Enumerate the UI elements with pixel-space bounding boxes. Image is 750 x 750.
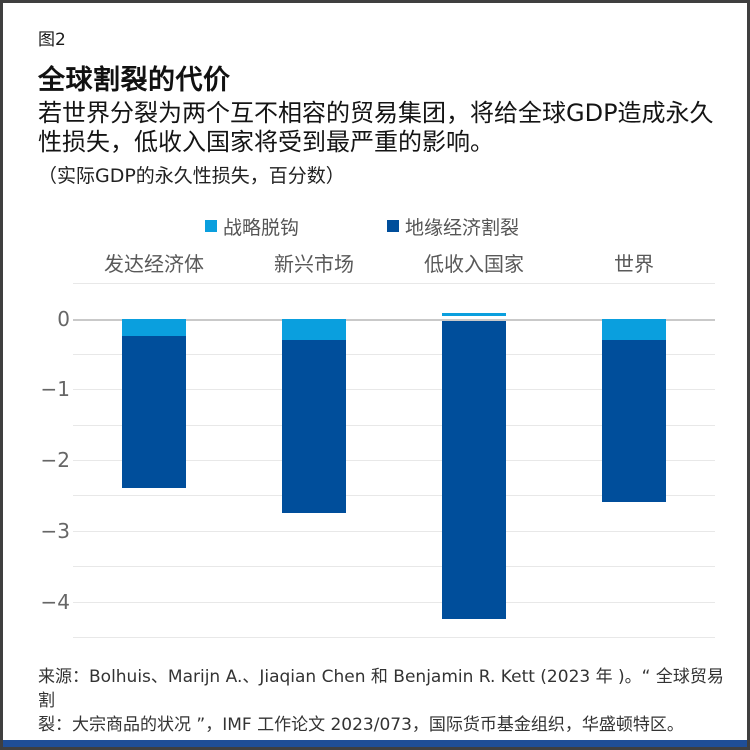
source-line-1: 来源：Bolhuis、Marijn A.、Jiaqian Chen 和 Benj… <box>38 667 724 711</box>
gridline <box>73 566 715 567</box>
bar-segment-fragmentation <box>602 339 666 503</box>
gridline <box>73 283 715 284</box>
gridline <box>73 531 715 532</box>
bar-segment-decoupling <box>122 318 186 337</box>
bar-segment-fragmentation <box>442 320 506 620</box>
y-axis-tick-label: −4 <box>40 590 70 614</box>
category-label: 低收入国家 <box>424 252 524 276</box>
bar-chart-plot-area: 0 −1 −2 −3 −4 发达经济体 新兴市场 低收入国家 世界 <box>3 3 747 747</box>
decoupling-swatch-icon <box>205 220 217 232</box>
bar-segment-decoupling <box>442 312 506 317</box>
y-axis-tick-label: −1 <box>40 377 70 401</box>
gridline <box>73 495 715 496</box>
y-axis-tick-label: −2 <box>40 448 70 472</box>
source-note: 来源：Bolhuis、Marijn A.、Jiaqian Chen 和 Benj… <box>38 665 730 737</box>
bar-segment-fragmentation <box>282 339 346 514</box>
category-label: 发达经济体 <box>104 252 204 276</box>
chart-subtitle: 若世界分裂为两个互不相容的贸易集团，将给全球GDP造成永久性损失，低收入国家将受… <box>38 99 714 156</box>
legend-label-fragmentation: 地缘经济割裂 <box>405 216 520 239</box>
category-label: 世界 <box>614 252 654 276</box>
y-axis-tick-label: −3 <box>40 519 70 543</box>
zero-gridline <box>73 319 715 321</box>
unit-note: （实际GDP的永久性损失，百分数） <box>38 165 345 187</box>
legend-label-decoupling: 战略脱钩 <box>223 216 300 239</box>
bar-segment-fragmentation <box>122 336 186 489</box>
gridline <box>73 637 715 638</box>
source-line-2: 裂：大宗商品的状况 ”，IMF 工作论文 2023/073，国际货币基金组织，华… <box>38 715 684 735</box>
chart-title: 全球割裂的代价 <box>38 65 231 96</box>
category-label: 新兴市场 <box>274 252 354 276</box>
fragmentation-swatch-icon <box>387 220 399 232</box>
gridline <box>73 389 715 390</box>
footer-accent-band <box>3 740 747 747</box>
gridline <box>73 425 715 426</box>
legend-item-fragmentation: 地缘经济割裂 <box>387 214 520 239</box>
bar-segment-decoupling <box>282 318 346 340</box>
figure-number: 图2 <box>38 30 66 50</box>
bar-segment-decoupling <box>602 318 666 340</box>
y-axis-tick-label: 0 <box>57 307 70 331</box>
gridline <box>73 602 715 603</box>
legend-item-decoupling: 战略脱钩 <box>205 214 300 239</box>
gridline <box>73 460 715 461</box>
gridline <box>73 354 715 355</box>
